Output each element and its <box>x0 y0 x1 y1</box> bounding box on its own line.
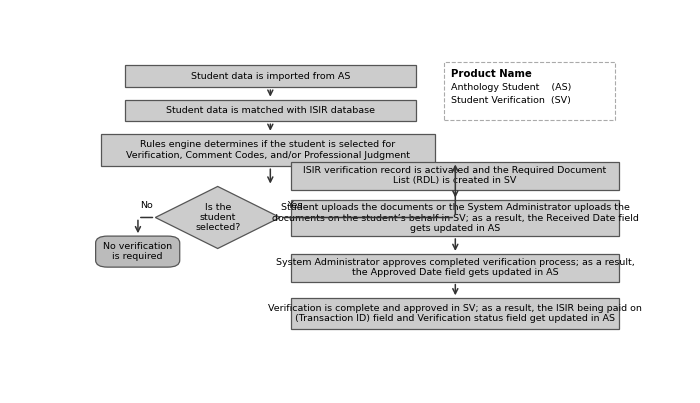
Text: Product Name: Product Name <box>451 69 532 79</box>
Text: Verification is complete and approved in SV; as a result, the ISIR being paid on: Verification is complete and approved in… <box>268 304 642 323</box>
FancyBboxPatch shape <box>291 162 619 189</box>
Text: Yes: Yes <box>287 201 302 210</box>
Text: Student Verification  (SV): Student Verification (SV) <box>451 96 571 106</box>
Text: System Administrator approves completed verification process; as a result,
the A: System Administrator approves completed … <box>276 258 634 277</box>
Text: Student data is imported from AS: Student data is imported from AS <box>191 72 350 81</box>
FancyBboxPatch shape <box>125 65 416 87</box>
Text: Is the
student
selected?: Is the student selected? <box>195 203 240 233</box>
Text: Student data is matched with ISIR database: Student data is matched with ISIR databa… <box>166 106 375 115</box>
Text: Rules engine determines if the student is selected for
Verification, Comment Cod: Rules engine determines if the student i… <box>126 140 410 160</box>
FancyBboxPatch shape <box>291 298 619 329</box>
FancyBboxPatch shape <box>291 254 619 282</box>
FancyBboxPatch shape <box>101 134 435 166</box>
Text: No: No <box>140 201 153 210</box>
FancyBboxPatch shape <box>125 100 416 121</box>
Text: Student uploads the documents or the System Administrator uploads the
documents : Student uploads the documents or the Sys… <box>272 204 638 233</box>
FancyBboxPatch shape <box>96 236 180 267</box>
FancyBboxPatch shape <box>291 200 619 236</box>
Text: ISIR verification record is activated and the Required Document
List (RDL) is cr: ISIR verification record is activated an… <box>303 166 607 185</box>
FancyBboxPatch shape <box>444 62 615 120</box>
Polygon shape <box>155 187 280 249</box>
Text: Anthology Student    (AS): Anthology Student (AS) <box>451 83 571 92</box>
Text: No verification
is required: No verification is required <box>103 242 172 261</box>
